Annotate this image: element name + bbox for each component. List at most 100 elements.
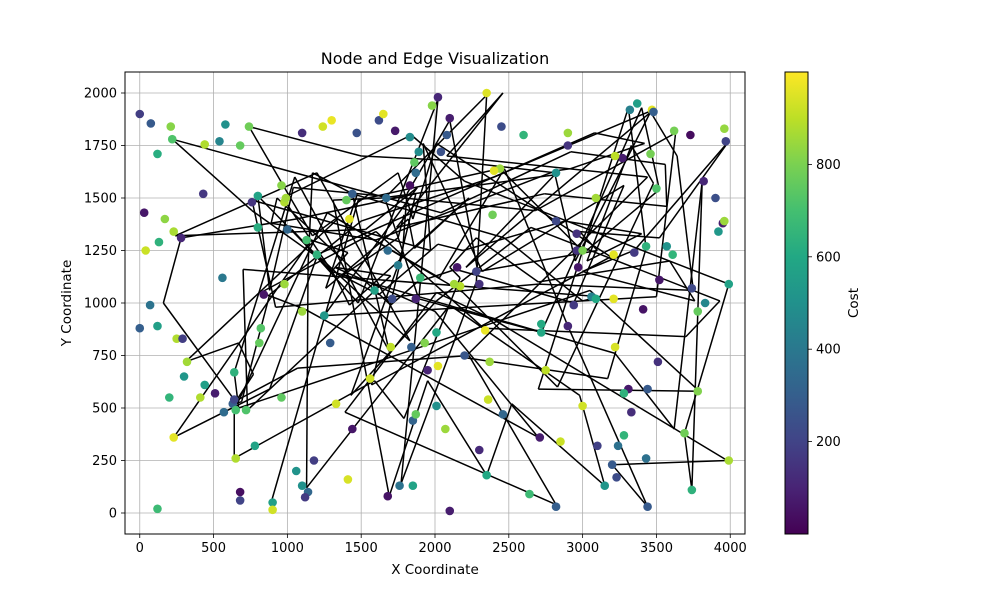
node-point	[182, 357, 192, 367]
node-point	[632, 99, 642, 108]
edge-line	[449, 304, 581, 397]
y-tick-label: 500	[92, 402, 117, 417]
edge-line	[463, 176, 649, 359]
node-point	[235, 487, 245, 497]
node-point	[699, 176, 708, 186]
node-point	[573, 263, 583, 272]
node-point	[297, 128, 307, 138]
node-point	[166, 122, 176, 131]
node-point	[551, 216, 561, 226]
node-point	[153, 321, 162, 331]
edge-line	[464, 180, 730, 285]
node-point	[235, 496, 245, 505]
edge-line	[233, 176, 296, 373]
edge-line	[175, 228, 366, 237]
edge-line	[257, 195, 333, 273]
y-tick-label: 1500	[84, 192, 117, 207]
node-point	[200, 380, 210, 390]
node-point	[646, 149, 655, 159]
edge-line	[493, 109, 654, 178]
node-point	[195, 393, 205, 402]
node-point	[387, 294, 397, 304]
node-point	[253, 223, 263, 232]
edge-line	[683, 283, 730, 434]
edge-line	[485, 403, 513, 476]
node-point	[687, 284, 697, 293]
node-point	[135, 109, 145, 119]
edge-line	[406, 119, 451, 195]
node-point	[519, 130, 528, 140]
edge-line	[247, 275, 392, 411]
node-point	[460, 351, 469, 360]
node-point	[714, 227, 723, 236]
node-point	[686, 130, 695, 140]
edge-line	[172, 138, 442, 214]
node-point	[291, 466, 301, 476]
edge-line	[361, 155, 447, 161]
node-point	[302, 235, 311, 245]
edge-line	[248, 125, 362, 157]
node-point	[572, 229, 582, 238]
edge-line	[251, 199, 431, 252]
edge-line	[426, 380, 488, 476]
node-point	[235, 141, 245, 150]
node-point	[485, 357, 494, 367]
edge-line	[331, 252, 349, 272]
edge-line	[396, 92, 504, 228]
edge-line	[683, 433, 693, 490]
edge-layer	[162, 92, 730, 508]
edge-line	[630, 145, 655, 184]
node-point	[414, 147, 424, 157]
edge-line	[403, 277, 461, 419]
node-point	[300, 492, 310, 502]
node-point	[160, 214, 170, 224]
node-point	[297, 307, 307, 316]
node-point	[410, 158, 419, 167]
node-point	[411, 294, 421, 304]
x-tick-label: 3500	[640, 541, 673, 556]
edge-line	[305, 304, 451, 489]
node-point	[253, 191, 263, 201]
node-point	[551, 168, 561, 178]
edge-line	[567, 325, 649, 508]
node-point	[724, 279, 734, 289]
edge-line	[326, 212, 464, 294]
node-point	[277, 393, 286, 402]
node-point	[432, 328, 441, 337]
edge-line	[260, 291, 306, 311]
node-point	[386, 342, 396, 352]
edge-line	[434, 310, 539, 438]
node-point	[374, 116, 384, 125]
node-point	[629, 248, 639, 257]
node-point	[231, 405, 241, 415]
edge-line	[691, 181, 703, 490]
node-point	[259, 290, 269, 299]
node-point	[408, 481, 418, 491]
node-point	[452, 263, 462, 272]
node-point	[256, 323, 266, 333]
edge-line	[669, 260, 696, 302]
edge-line	[578, 395, 606, 486]
node-point	[655, 275, 664, 285]
node-point	[407, 342, 416, 352]
node-point	[383, 491, 393, 501]
node-point	[668, 250, 677, 259]
edge-line	[673, 181, 703, 430]
node-point	[693, 307, 703, 316]
node-point	[563, 128, 573, 138]
node-point	[607, 460, 617, 470]
node-point	[241, 405, 251, 415]
y-tick-label: 1000	[84, 297, 117, 312]
edge-line	[268, 256, 318, 390]
node-point	[720, 216, 729, 226]
node-point	[662, 242, 672, 251]
edge-line	[410, 134, 466, 182]
node-point	[711, 193, 720, 203]
edge-line	[251, 209, 318, 258]
node-point	[556, 437, 565, 446]
x-axis-label: X Coordinate	[391, 562, 479, 578]
edge-line	[296, 193, 416, 220]
node-point	[619, 389, 629, 398]
edge-line	[305, 265, 309, 488]
node-point	[474, 445, 484, 455]
